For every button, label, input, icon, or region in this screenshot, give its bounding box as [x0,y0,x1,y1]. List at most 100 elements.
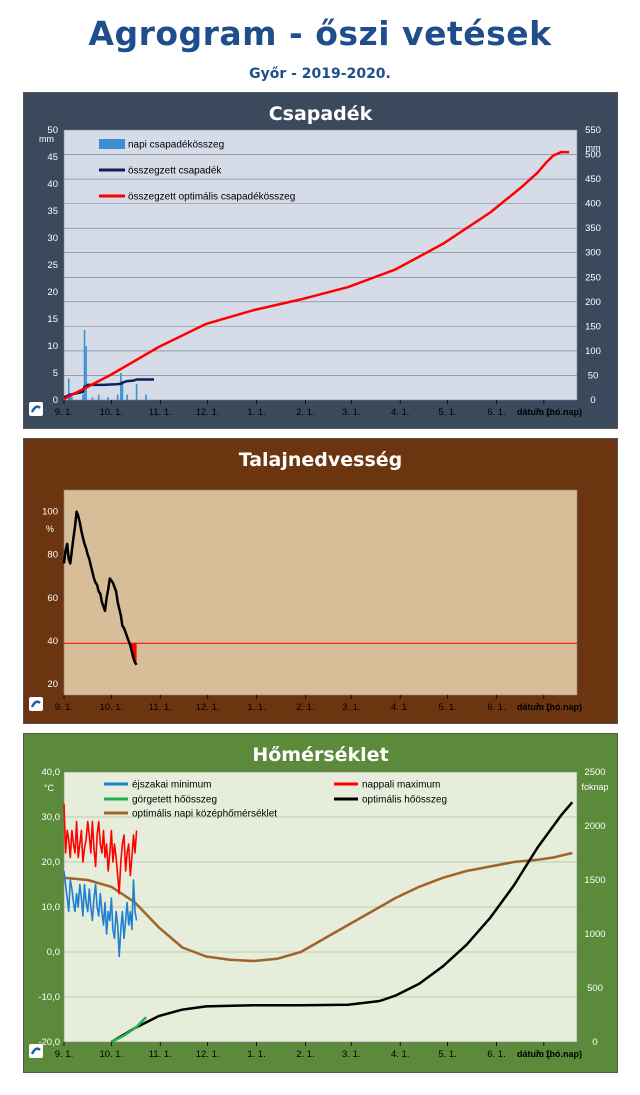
y-left-tick-label: 20,0 [42,857,61,868]
y-left-tick-label: -10,0 [38,992,60,1003]
omsz-logo-icon [29,402,43,416]
x-axis-label: dátum (hó.nap) [517,1049,582,1059]
y-right-tick-label: 500 [585,150,601,161]
page-title: Agrogram - őszi vetések [88,14,552,53]
y-right-tick-label: 0 [592,1037,597,1048]
x-tick-label: 5. 1. [438,702,457,713]
x-tick-label: 11. 1. [149,1049,172,1060]
x-tick-label: 5. 1. [438,1049,457,1060]
x-tick-label: 1. 1. [247,702,266,713]
x-tick-label: 9. 1. [55,407,74,418]
y-left-tick-label: 25 [47,260,58,271]
x-tick-label: 12. 1. [196,1049,220,1060]
x-tick-label: 4. 1. [391,407,410,418]
legend-label: napi csapadékösszeg [128,140,224,151]
x-tick-label: 4. 1. [391,702,410,713]
precip-bar [97,394,100,400]
y-right-tick-label: 150 [585,321,601,332]
precip-bar [121,383,124,400]
y-left-unit: °C [44,783,55,793]
legend-label: éjszakai minimum [132,780,211,791]
x-tick-label: 1. 1. [247,1049,266,1060]
plot-area [63,129,578,401]
cumulative-optimal-line [63,150,570,401]
x-axis-label: dátum (hó.nap) [517,702,582,712]
x-axis-label: dátum (hó.nap) [517,407,582,417]
y-right-unit: foknap [581,782,608,792]
y-tick-label: 100 [42,507,58,518]
legend-label: összegzett optimális csapadékösszeg [128,192,295,203]
omsz-logo-icon [29,1044,43,1058]
y-right-tick-label: 2000 [584,821,605,832]
precip-bar [83,329,86,400]
x-tick-label: 6. 1. [487,702,506,713]
night-min-line [63,870,138,958]
legend-label: görgetett hőösszeg [132,795,217,806]
precip-bar [120,373,122,400]
chart-title: Csapadék [269,103,373,125]
x-tick-label: 1. 1. [247,407,266,418]
x-tick-label: 6. 1. [487,407,506,418]
precipitation-chart: Csapadék 9. 1. 10. 1. 11. 1. 12. 1. 1. 1. 2. 1… [29,103,601,418]
chart-title: Hőmérséklet [252,744,388,766]
x-tick-label: 12. 1. [196,407,220,418]
y-right-tick-label: 450 [585,174,601,185]
y-right-tick-label: 1500 [584,875,605,886]
y-right-tick-label: 300 [585,248,601,259]
precip-bar [135,383,138,400]
x-tick-label: 11. 1. [149,407,172,418]
x-tick-label: 2. 1. [296,702,315,713]
y-right-unit: mm [586,143,601,153]
x-tick-label: 9. 1. [55,1049,74,1060]
y-right-tick-label: 2500 [584,767,605,778]
y-left-tick-label: 20 [47,287,58,298]
optimal-daily-mean-line [63,851,573,963]
omsz-logo-swirl-icon [30,1047,41,1055]
y-left-tick-label: 40,0 [42,767,61,778]
x-tick-label: 2. 1. [296,407,315,418]
precip-bar [82,394,84,400]
optimal-heat-sum-line [110,801,574,1044]
temperature-panel: Hőmérséklet 9. 1. 10. 1. 11. 1. 12. 1. 1. 1. 2… [23,733,618,1073]
x-tick-label: 11. 1. [149,702,172,713]
x-tick-label: 7. 1. [535,702,554,713]
y-right-tick-label: 50 [588,370,599,381]
x-tick-label: 7. 1. [535,1049,554,1060]
y-right-tick-label: 1000 [584,929,605,940]
x-tick-label: 9. 1. [55,702,74,713]
y-left-tick-label: 0 [53,395,58,406]
y-right-tick-label: 100 [585,346,601,357]
y-left-tick-label: 10 [47,341,58,352]
precip-bar [69,394,72,400]
x-tick-label: 2. 1. [296,1049,315,1060]
precip-bar [107,397,109,400]
legend-label: nappali maximum [362,780,440,791]
temperature-chart: Hőmérséklet 9. 1. 10. 1. 11. 1. 12. 1. 1. 1. 2… [29,744,609,1060]
legend-label: optimális hőösszeg [362,795,447,806]
omsz-logo-icon [29,697,43,711]
precip-bar [85,346,87,400]
y-right-tick-label: 400 [585,199,601,210]
rolling-heat-sum-line [110,1016,147,1044]
page-subtitle: Győr - 2019-2020. [249,66,391,82]
y-right-tick-label: 200 [585,297,601,308]
x-tick-label: 3. 1. [342,702,361,713]
day-max-line [63,803,138,895]
y-right-tick-label: 0 [590,395,595,406]
x-tick-label: 7. 1. [535,407,554,418]
precipitation-panel: Csapadék 9. 1. 10. 1. 11. 1. 12. 1. 1. 1. 2. 1… [23,92,618,429]
y-left-tick-label: 50 [47,125,58,136]
y-left-tick-label: 35 [47,206,58,217]
precip-bar [91,397,94,400]
x-tick-label: 4. 1. [391,1049,410,1060]
chart-title: Talajnedvesség [239,449,403,471]
omsz-logo-swirl-icon [30,405,41,413]
y-left-tick-label: 45 [47,152,58,163]
precip-bar [145,394,147,400]
x-tick-label: 6. 1. [487,1049,506,1060]
x-tick-label: 5. 1. [438,407,457,418]
y-unit: % [46,524,54,534]
soil-moisture-chart: Talajnedvesség 9. 1. 10. 1. 11. 1. 12. 1. 1. … [29,449,582,713]
x-tick-label: 3. 1. [342,1049,361,1060]
y-right-tick-label: 550 [585,125,601,136]
